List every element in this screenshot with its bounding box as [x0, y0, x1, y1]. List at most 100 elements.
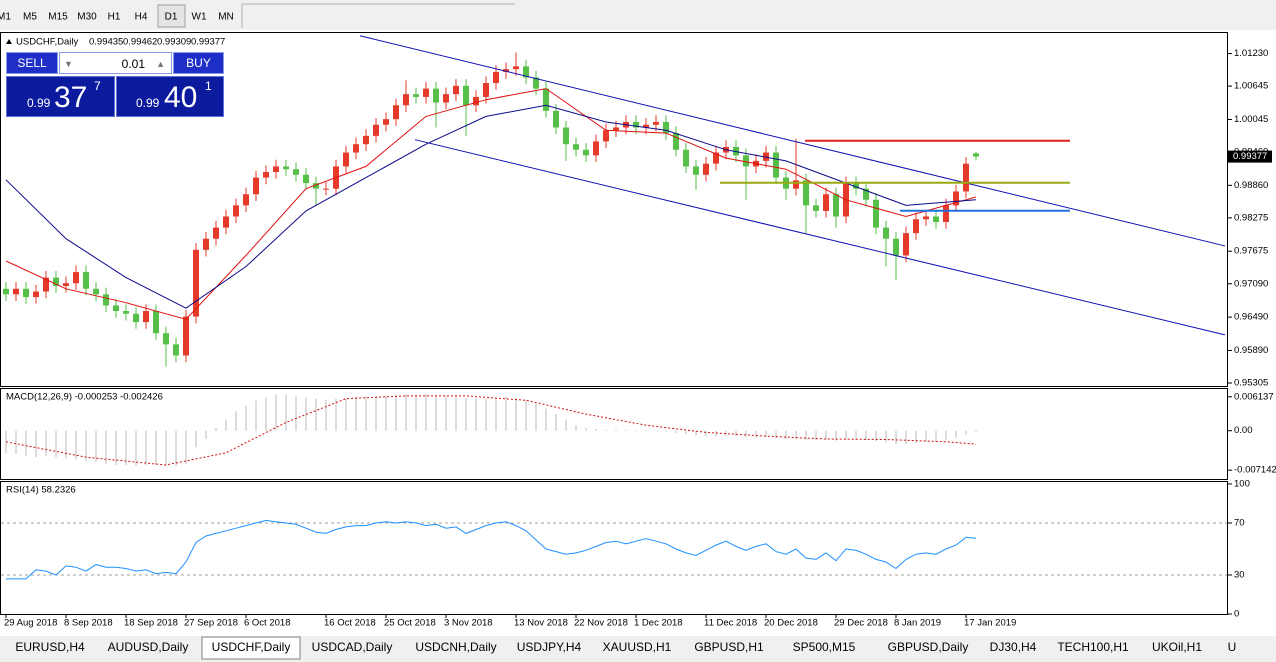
candle-body [33, 291, 39, 298]
x-tick-label: 18 Sep 2018 [124, 618, 178, 629]
buy-button[interactable]: BUY [173, 52, 224, 74]
tab[interactable]: DJ30,H4 [990, 640, 1037, 654]
tab[interactable]: EURUSD,H4 [15, 640, 85, 654]
moving-average [5, 88, 977, 320]
tab[interactable]: SP500,M15 [793, 640, 856, 654]
candle-body [863, 188, 869, 200]
toolbar [0, 0, 1276, 30]
ask-big: 0.99 [136, 96, 160, 110]
candle-body [353, 144, 359, 153]
current-price-box [1228, 150, 1272, 163]
ohlc-label: 0.99462 [123, 37, 157, 48]
timeframe-button[interactable]: D1 [165, 12, 178, 23]
macd-pane [0, 388, 1228, 480]
timeframe-button[interactable]: H4 [135, 12, 148, 23]
candle-body [703, 163, 709, 175]
bid-point: 7 [94, 79, 101, 93]
y-tick-label: 1.00045 [1234, 114, 1268, 125]
tab[interactable]: USDJPY,H4 [517, 640, 582, 654]
candle-body [403, 94, 409, 106]
candle-body [833, 194, 839, 217]
x-tick-label: 1 Dec 2018 [634, 618, 683, 629]
candle-body [23, 288, 29, 298]
candle-body [253, 177, 259, 195]
one-click-trading: SELL ▼ 0.01 ▲ BUY 0.99 37 7 0.99 40 1 [6, 52, 224, 117]
candle-body [233, 205, 239, 217]
candle-body [193, 249, 199, 317]
candle-body [313, 183, 319, 189]
y-tick-label: 0.95890 [1234, 345, 1268, 356]
tab[interactable]: U [1228, 640, 1237, 654]
tab[interactable]: USDCNH,Daily [415, 640, 496, 654]
timeframe-button[interactable]: W1 [192, 12, 207, 23]
candle-body [563, 127, 569, 145]
lot-up[interactable]: ▲ [156, 59, 165, 69]
candle-body [413, 94, 419, 97]
tab[interactable]: GBPUSD,Daily [888, 640, 969, 654]
candle-body [613, 127, 619, 131]
timeframe-button[interactable]: H1 [108, 12, 121, 23]
candle-body [263, 171, 269, 178]
candle-body [463, 85, 469, 106]
candle-body [893, 238, 899, 256]
lot-value: 0.01 [121, 57, 145, 71]
candle-body [903, 233, 909, 256]
tab[interactable]: AUDUSD,Daily [108, 640, 189, 654]
tab[interactable]: XAUUSD,H1 [603, 640, 672, 654]
candle-body [663, 121, 669, 134]
y-tick-label: 0.95305 [1234, 378, 1268, 389]
candle-body [73, 272, 79, 284]
candle-body [603, 130, 609, 142]
candle-body [423, 88, 429, 97]
symbol-tabs: EURUSD,H4 AUDUSD,Daily USDCHF,Daily USDC… [15, 636, 1237, 660]
candle-body [593, 141, 599, 156]
candle-body [393, 105, 399, 120]
timeframe-button[interactable]: M5 [23, 12, 37, 23]
sell-button[interactable]: SELL [6, 52, 58, 74]
timeframe-button[interactable]: MN [218, 12, 234, 23]
x-tick-label: 20 Dec 2018 [764, 618, 818, 629]
candle-body [323, 188, 329, 190]
tab[interactable]: GBPUSD,H1 [694, 640, 764, 654]
y-tick-label: 0.98275 [1234, 212, 1268, 223]
candle-body [503, 69, 509, 72]
candle-body [223, 216, 229, 228]
ask-price[interactable]: 0.99 40 1 [116, 76, 224, 117]
bid-price[interactable]: 0.99 37 7 [6, 76, 115, 117]
candle-body [963, 163, 969, 192]
candle-body [183, 316, 189, 356]
x-tick-label: 29 Aug 2018 [4, 618, 57, 629]
candle-body [523, 66, 529, 78]
candle-body [673, 133, 679, 150]
candle-body [513, 66, 519, 70]
candle-body [433, 88, 439, 103]
y-tick-label: 0 [1234, 609, 1239, 620]
ohlc-label: 0.99435 [89, 37, 123, 48]
y-tick-label: 0.97675 [1234, 246, 1268, 257]
tab[interactable]: TECH100,H1 [1057, 640, 1129, 654]
candle-body [853, 183, 859, 189]
timeframe-button[interactable]: M1 [0, 12, 11, 23]
candle-body [293, 169, 299, 175]
candle-body [283, 166, 289, 170]
candle-body [973, 153, 979, 157]
lot-field[interactable]: ▼ 0.01 ▲ [59, 52, 172, 74]
candle-body [273, 166, 279, 172]
x-tick-label: 27 Sep 2018 [184, 618, 238, 629]
symbol-header: USDCHF,Daily 0.99435 0.99462 0.99309 0.9… [6, 37, 225, 48]
candle-body [883, 227, 889, 239]
lot-down[interactable]: ▼ [64, 59, 73, 69]
timeframe-button[interactable]: M30 [77, 12, 97, 23]
y-tick-label: 0.97090 [1234, 278, 1268, 289]
candle-body [363, 135, 369, 145]
x-tick-label: 17 Jan 2019 [964, 618, 1016, 629]
tab[interactable]: USDCHF,Daily [212, 640, 291, 654]
tab[interactable]: UKOil,H1 [1152, 640, 1202, 654]
candle-body [773, 152, 779, 178]
x-tick-label: 11 Dec 2018 [704, 618, 757, 629]
rsi-label: RSI(14) 58.2326 [6, 485, 76, 496]
timeframe-button[interactable]: M15 [48, 12, 68, 23]
tab[interactable]: USDCAD,Daily [312, 640, 393, 654]
active-tab [201, 636, 301, 660]
